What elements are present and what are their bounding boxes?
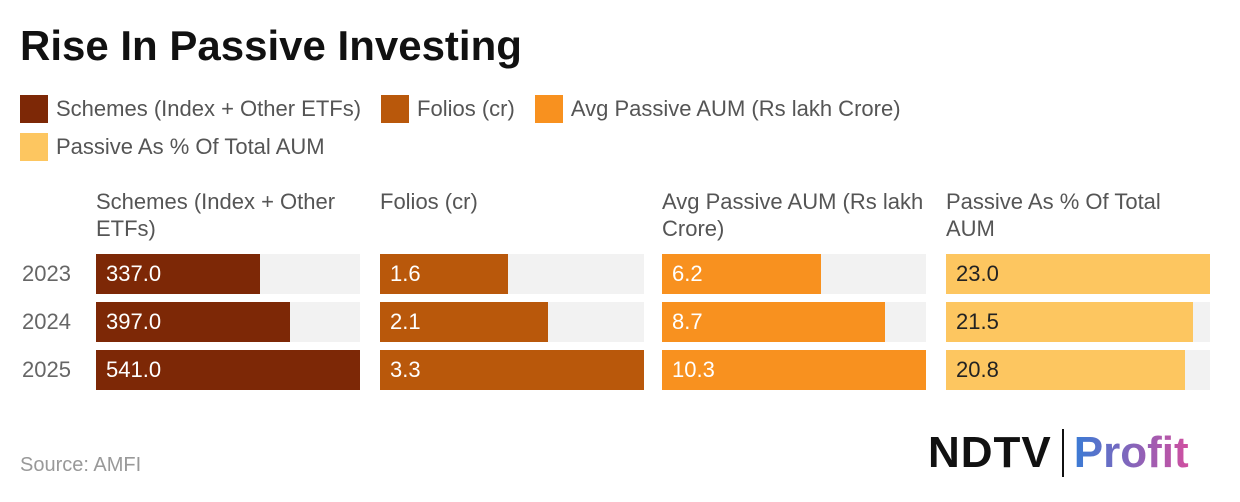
- bar: [96, 254, 261, 294]
- panel-title: Folios (cr): [380, 189, 478, 214]
- bar: [662, 350, 926, 390]
- data-label: 23.0: [956, 261, 999, 286]
- legend-item: Schemes (Index + Other ETFs): [20, 94, 361, 124]
- bar-track: 397.0: [96, 302, 360, 342]
- legend-swatch: [20, 133, 48, 161]
- logo-brand: NDTV: [928, 428, 1052, 477]
- data-label: 10.3: [672, 357, 715, 382]
- bar: [380, 254, 508, 294]
- legend-label: Passive As % Of Total AUM: [56, 134, 325, 159]
- bar: [946, 302, 1193, 342]
- legend-item: Avg Passive AUM (Rs lakh Crore): [534, 94, 901, 124]
- bar-track: 23.0: [946, 254, 1210, 294]
- bar-track: 20.8: [946, 350, 1210, 390]
- legend-label: Folios (cr): [417, 96, 515, 121]
- y-category-label: 2025: [22, 357, 71, 382]
- bar-track: 337.0: [96, 254, 360, 294]
- data-label: 6.2: [672, 261, 703, 286]
- data-label: 541.0: [106, 357, 162, 382]
- legend-item: Passive As % Of Total AUM: [20, 132, 325, 162]
- bar: [946, 350, 1185, 390]
- chart-title: Rise In Passive Investing: [20, 22, 522, 69]
- bar-track: 541.0: [96, 350, 360, 390]
- data-label: 2.1: [390, 309, 421, 334]
- logo-product: Profit: [1073, 428, 1189, 477]
- data-label: 21.5: [956, 309, 999, 334]
- legend-label: Schemes (Index + Other ETFs): [56, 96, 362, 121]
- data-label: 20.8: [956, 357, 999, 382]
- panel-title: Avg Passive AUM (Rs lakh Crore): [662, 189, 924, 241]
- bar-track: 8.7: [662, 302, 926, 342]
- bar-track: 6.2: [662, 254, 926, 294]
- legend-item: Folios (cr): [381, 94, 515, 124]
- bar: [662, 254, 821, 294]
- bar: [662, 302, 885, 342]
- bar-track: 10.3: [662, 350, 926, 390]
- source: Source: AMFI: [20, 454, 142, 476]
- bar: [96, 302, 290, 342]
- data-label: 1.6: [390, 261, 421, 286]
- bar-track: 21.5: [946, 302, 1210, 342]
- legend: Schemes (Index + Other ETFs) Folios (cr) A…: [20, 94, 1220, 162]
- data-label: 3.3: [390, 357, 421, 382]
- logo: NDTV Profit: [928, 428, 1189, 478]
- bar-track: 3.3: [380, 350, 644, 390]
- bar: [96, 350, 360, 390]
- legend-label: Avg Passive AUM (Rs lakh Crore): [570, 96, 901, 121]
- legend-swatch: [381, 95, 410, 123]
- y-category-label: 2024: [22, 309, 71, 334]
- legend-swatch: [20, 95, 48, 123]
- bar: [380, 302, 548, 342]
- legend-swatch: [534, 95, 563, 123]
- bar-track: 2.1: [380, 302, 644, 342]
- logo-separator: [1061, 429, 1064, 477]
- panel-title: Passive As % Of Total AUM: [946, 189, 1161, 241]
- data-label: 337.0: [106, 261, 162, 286]
- data-label: 397.0: [106, 309, 162, 334]
- data-label: 8.7: [672, 309, 703, 334]
- bar: [380, 350, 644, 390]
- bar-track: 1.6: [380, 254, 644, 294]
- y-category-label: 2023: [22, 261, 71, 286]
- bar: [946, 254, 1210, 294]
- panel-title: Schemes (Index + Other ETFs): [96, 189, 336, 241]
